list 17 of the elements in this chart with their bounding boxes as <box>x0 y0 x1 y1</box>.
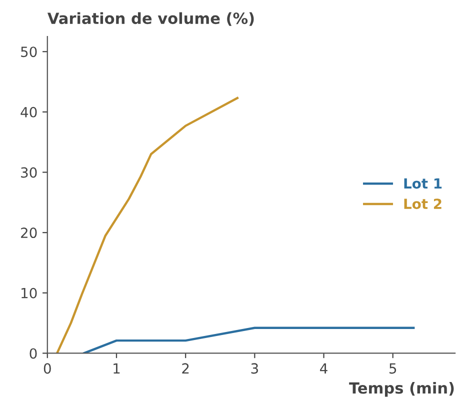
x-tick-label: 3 <box>251 363 258 374</box>
y-tick-label: 20 <box>21 228 37 238</box>
legend-label: Lot 1 <box>404 178 442 189</box>
y-tick-label: 50 <box>21 46 37 58</box>
y-tick-label: 30 <box>21 167 37 178</box>
line-series <box>56 96 239 354</box>
x-tick-label: 0 <box>44 363 51 374</box>
x-tick-label: 5 <box>390 363 396 374</box>
x-tick-label: 4 <box>320 363 328 374</box>
x-axis-title: Temps (min) <box>349 382 454 397</box>
y-tick-label: 0 <box>30 348 37 359</box>
x-tick-label: 2 <box>182 363 189 374</box>
x-tick-label: 1 <box>114 363 120 374</box>
y-tick-label: 40 <box>20 106 37 118</box>
y-tick-label: 10 <box>22 288 37 298</box>
y-axis-title: Variation de volume (%) <box>47 12 254 26</box>
legend-label: Lot 2 <box>404 198 442 210</box>
